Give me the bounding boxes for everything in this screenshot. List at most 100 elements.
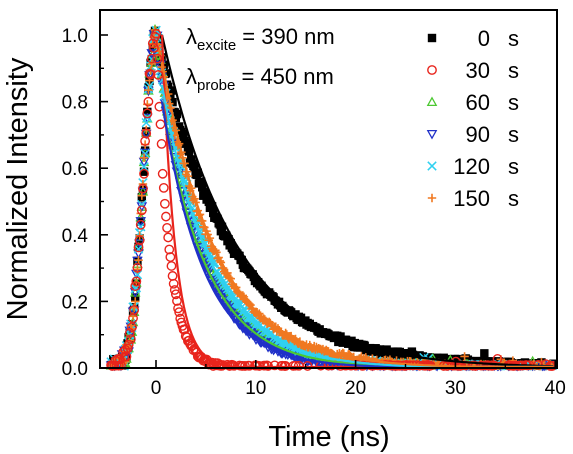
series-150-point-27 <box>139 153 149 163</box>
series-90-point-81 <box>196 250 208 261</box>
series-30-point-127 <box>290 360 301 371</box>
legend-marker-150 <box>427 193 437 203</box>
series-30-point-22 <box>132 262 143 273</box>
series-30-point-56 <box>169 285 180 295</box>
legend-item-90: 90 s <box>426 122 519 147</box>
series-30-point-41 <box>153 70 164 80</box>
series-120-point-32 <box>144 81 155 91</box>
series-30-point-23 <box>133 242 144 253</box>
series-150-point-24 <box>136 209 145 218</box>
series-30-point-49 <box>162 222 172 233</box>
series-30-point-34 <box>145 69 156 80</box>
y-tick-label-0.8: 0.8 <box>62 93 88 114</box>
legend-marker-90 <box>426 129 438 140</box>
legend-unit-90: s <box>508 122 519 147</box>
series-30-point-45 <box>157 168 168 179</box>
series-30-point-30 <box>141 128 152 139</box>
x-tick-label-0: 0 <box>151 378 162 399</box>
series-30-point-121 <box>269 360 280 371</box>
series-30-point-25 <box>135 219 146 230</box>
series-30-point-14 <box>123 339 134 350</box>
series-30-point-51 <box>164 244 175 255</box>
annotation-probe-sub: probe <box>197 77 235 94</box>
series-30-point-57 <box>170 289 181 300</box>
y-tick-label-0.2: 0.2 <box>62 292 88 313</box>
series-0-point-58 <box>172 109 182 119</box>
annotation-probe-value: = 450 nm <box>235 64 333 89</box>
series-30-point-31 <box>142 108 153 119</box>
series-30-point-54 <box>167 271 178 281</box>
legend-marker-120 <box>427 161 437 171</box>
series-30-point-15 <box>124 328 135 338</box>
series-150-point-22 <box>134 255 143 265</box>
series-30-point-36 <box>147 38 158 49</box>
series-30-point-37 <box>149 43 159 53</box>
legend-item-60: 60 s <box>426 90 519 115</box>
legend-value-60: 60 <box>466 90 490 115</box>
series-30-point-60 <box>174 307 185 318</box>
series-30-point-40 <box>152 53 163 64</box>
x-tick-label-40: 40 <box>545 378 566 399</box>
series-30-point-48 <box>161 211 171 222</box>
svg-text:λexcite = 390 nm: λexcite = 390 nm <box>186 24 335 54</box>
series-30-point-20 <box>130 281 141 292</box>
series-30-point-11 <box>120 344 131 355</box>
legend-value-120: 120 <box>453 154 490 179</box>
series-120-point-28 <box>140 148 150 159</box>
series-30-point-16 <box>125 334 136 345</box>
series-30-point-19 <box>129 305 140 315</box>
series-30-point-43 <box>155 119 166 130</box>
series-150-point-298 <box>460 352 469 361</box>
legend-item-150: 150 s <box>427 186 519 211</box>
legend-marker-30 <box>427 65 437 75</box>
annotation-probe-lambda: λ <box>186 64 197 89</box>
series-30-point-112 <box>244 360 255 371</box>
series-0-point-53 <box>167 86 176 95</box>
legend-unit-150: s <box>508 186 519 211</box>
legend-value-90: 90 <box>466 122 490 147</box>
series-0-point-27 <box>138 185 148 195</box>
series-0-point-29 <box>140 146 150 155</box>
series-0-point-77 <box>193 168 203 177</box>
series-30-point-46 <box>158 182 169 193</box>
series-30-point-44 <box>156 139 167 149</box>
legend-value-30: 30 <box>466 58 490 83</box>
series-0-point-67 <box>182 139 192 148</box>
series-150-point-19 <box>131 297 140 306</box>
series-30-point-24 <box>134 235 145 246</box>
series-30-point-28 <box>139 168 149 179</box>
series-30-point-50 <box>163 232 174 243</box>
series-90-point-31 <box>142 113 153 124</box>
legend-unit-30: s <box>508 58 519 83</box>
legend-item-30: 30 s <box>427 58 519 83</box>
series-120-point-27 <box>139 162 149 172</box>
series-60-point-29 <box>140 127 152 137</box>
series-90-point-83 <box>199 256 210 267</box>
legend-value-150: 150 <box>453 186 490 211</box>
series-30-point-55 <box>168 278 179 289</box>
series-150-point-31 <box>144 85 153 95</box>
series-30-point-47 <box>159 198 170 209</box>
series-30-point-58 <box>172 296 182 306</box>
series-90-point-87 <box>203 267 215 277</box>
legend-value-0: 0 <box>478 26 490 51</box>
series-0-fit-line <box>160 34 554 368</box>
series-0-point-74 <box>190 162 199 172</box>
y-tick-label-1: 1.0 <box>62 26 88 47</box>
series-150-point-18 <box>129 303 139 313</box>
series-0-point-107 <box>226 239 235 248</box>
series-30-point-17 <box>127 322 137 333</box>
svg-text:λprobe = 450 nm: λprobe = 450 nm <box>186 64 334 94</box>
series-0-point-71 <box>187 155 196 164</box>
annotation-excite-value: = 390 nm <box>236 24 334 49</box>
annotation-probe: λprobe = 450 nm <box>186 64 334 94</box>
legend-unit-60: s <box>508 90 519 115</box>
y-tick-label-0.4: 0.4 <box>62 226 89 247</box>
series-90-point-29 <box>139 148 151 159</box>
y-axis-title: Normalized Intensity <box>2 57 34 320</box>
series-0-point-90 <box>207 202 217 211</box>
series-30-point-26 <box>136 205 147 216</box>
series-30-point-21 <box>131 276 142 287</box>
